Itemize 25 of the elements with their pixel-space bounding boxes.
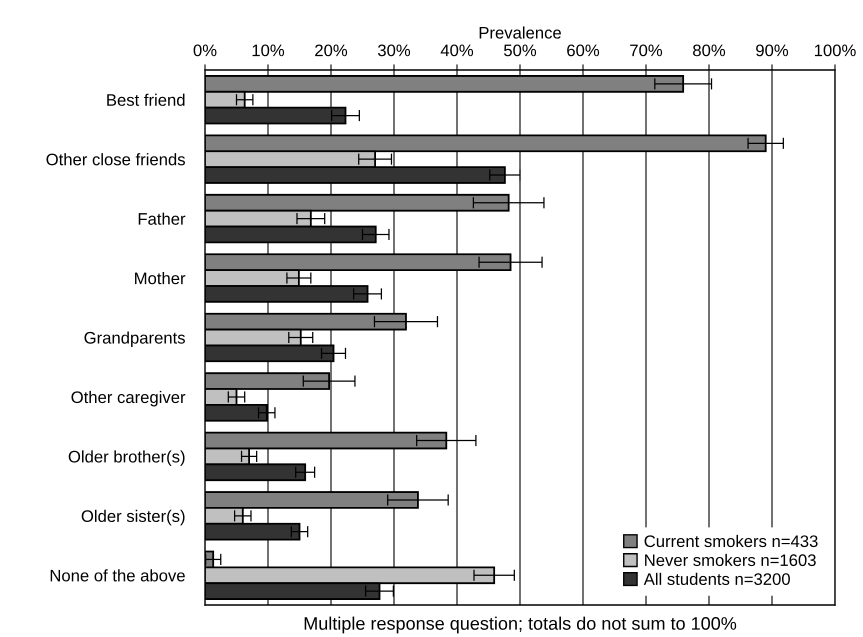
legend-label: All students n=3200 (644, 572, 790, 586)
x-axis-title: Prevalence (480, 26, 561, 39)
y-tick-label: Older sister(s) (82, 510, 185, 526)
y-tick-label: Older brother(s) (68, 450, 185, 466)
legend-label: Current smokers n=433 (644, 534, 818, 548)
y-tick-label: Best friend (107, 94, 184, 106)
x-tick-label: 30% (378, 44, 410, 56)
y-tick-label: Grandparents (84, 331, 185, 347)
x-tick-label: 10% (252, 44, 284, 56)
y-tick-label: Father (138, 212, 186, 225)
x-tick-label: 90% (756, 44, 788, 56)
x-tick-label: 60% (567, 44, 600, 56)
text: Multiple response question; totals do not sum to 100% (304, 616, 736, 634)
legend-label: Never smokers n=1603 (645, 554, 816, 566)
x-tick-label: 80% (693, 44, 726, 56)
x-tick-label: 40% (440, 44, 474, 56)
x-tick-label: 0% (194, 44, 216, 56)
y-tick-label: Other caregiver (71, 390, 186, 406)
y-tick-label: Other close friends (46, 153, 185, 166)
x-tick-label: 20% (315, 44, 348, 56)
x-tick-label: 100% (814, 44, 856, 56)
x-tick-label: 70% (630, 44, 662, 56)
y-tick-label: Mother (135, 272, 186, 284)
y-tick-label: None of the above (50, 569, 185, 582)
x-tick-label: 50% (504, 44, 536, 56)
